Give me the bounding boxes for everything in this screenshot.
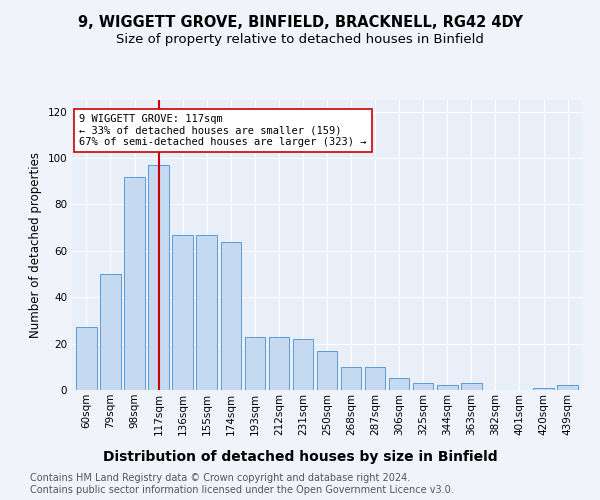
Bar	[389, 378, 409, 390]
Text: Size of property relative to detached houses in Binfield: Size of property relative to detached ho…	[116, 32, 484, 46]
Bar	[341, 367, 361, 390]
Bar	[413, 383, 433, 390]
Y-axis label: Number of detached properties: Number of detached properties	[29, 152, 42, 338]
Bar	[221, 242, 241, 390]
Text: 9, WIGGETT GROVE, BINFIELD, BRACKNELL, RG42 4DY: 9, WIGGETT GROVE, BINFIELD, BRACKNELL, R…	[77, 15, 523, 30]
Bar	[100, 274, 121, 390]
Bar	[461, 383, 482, 390]
Bar	[317, 350, 337, 390]
Text: 9 WIGGETT GROVE: 117sqm
← 33% of detached houses are smaller (159)
67% of semi-d: 9 WIGGETT GROVE: 117sqm ← 33% of detache…	[79, 114, 367, 147]
Bar	[293, 339, 313, 390]
Bar	[269, 336, 289, 390]
Bar	[76, 328, 97, 390]
Text: Distribution of detached houses by size in Binfield: Distribution of detached houses by size …	[103, 450, 497, 464]
Bar	[196, 234, 217, 390]
Bar	[172, 234, 193, 390]
Text: Contains HM Land Registry data © Crown copyright and database right 2024.
Contai: Contains HM Land Registry data © Crown c…	[30, 474, 454, 495]
Bar	[124, 176, 145, 390]
Bar	[365, 367, 385, 390]
Bar	[148, 165, 169, 390]
Bar	[245, 336, 265, 390]
Bar	[557, 386, 578, 390]
Bar	[437, 386, 458, 390]
Bar	[533, 388, 554, 390]
